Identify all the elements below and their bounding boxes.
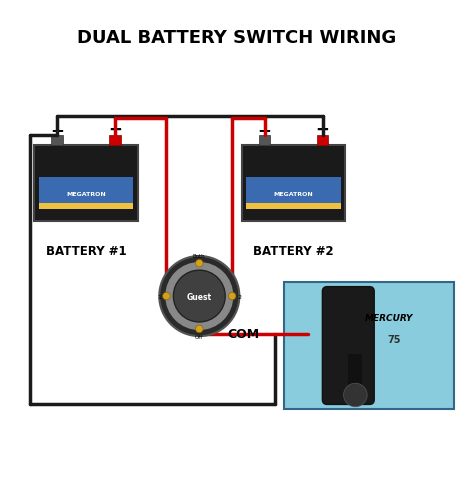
FancyBboxPatch shape xyxy=(39,204,133,209)
FancyBboxPatch shape xyxy=(317,136,328,146)
Circle shape xyxy=(196,325,203,333)
FancyBboxPatch shape xyxy=(246,204,341,209)
Circle shape xyxy=(196,260,203,267)
Circle shape xyxy=(344,384,367,407)
Text: Both: Both xyxy=(193,253,206,258)
Circle shape xyxy=(228,293,236,300)
Circle shape xyxy=(159,256,239,336)
FancyBboxPatch shape xyxy=(284,282,454,409)
Text: MEGATRON: MEGATRON xyxy=(66,191,106,196)
Text: COM: COM xyxy=(228,327,260,340)
Circle shape xyxy=(165,263,233,330)
Text: 2: 2 xyxy=(237,294,241,299)
Text: MERCURY: MERCURY xyxy=(365,313,413,323)
Text: −: − xyxy=(257,121,272,139)
Text: −: − xyxy=(50,121,64,139)
Circle shape xyxy=(163,293,170,300)
Text: BATTERY #1: BATTERY #1 xyxy=(46,245,127,258)
Text: +: + xyxy=(316,121,329,139)
FancyBboxPatch shape xyxy=(246,178,341,209)
Text: Off: Off xyxy=(195,335,203,339)
FancyBboxPatch shape xyxy=(35,146,138,221)
FancyBboxPatch shape xyxy=(39,178,133,209)
FancyBboxPatch shape xyxy=(348,354,363,405)
Circle shape xyxy=(173,271,225,322)
FancyBboxPatch shape xyxy=(109,136,121,146)
FancyBboxPatch shape xyxy=(322,287,374,405)
Text: +: + xyxy=(108,121,122,139)
FancyBboxPatch shape xyxy=(259,136,270,146)
Text: Guest: Guest xyxy=(187,292,212,301)
FancyBboxPatch shape xyxy=(51,136,63,146)
Text: 75: 75 xyxy=(388,335,401,345)
FancyBboxPatch shape xyxy=(242,146,346,221)
Text: MEGATRON: MEGATRON xyxy=(273,191,313,196)
Text: BATTERY #2: BATTERY #2 xyxy=(253,245,334,258)
Text: 1: 1 xyxy=(157,294,161,299)
Text: DUAL BATTERY SWITCH WIRING: DUAL BATTERY SWITCH WIRING xyxy=(77,29,397,47)
